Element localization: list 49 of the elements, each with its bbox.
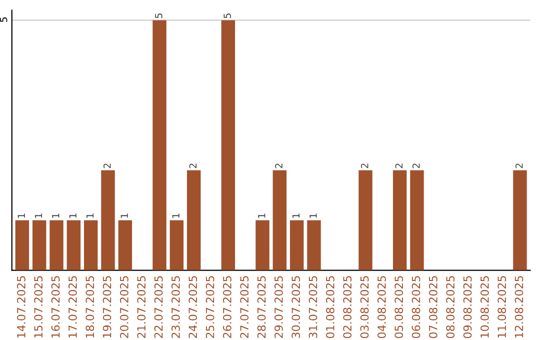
data-label: 1 (86, 214, 94, 218)
x-tick-label: 30.07.2025 (292, 276, 300, 338)
x-tick-label: 04.08.2025 (377, 276, 386, 338)
data-label: 1 (34, 214, 42, 218)
x-tick-label: 22.07.2025 (154, 276, 163, 338)
x-tick-label: 05.08.2025 (394, 276, 404, 338)
data-label: 1 (18, 214, 25, 218)
x-tick-label: 11.08.2025 (498, 276, 506, 338)
data-label: 1 (172, 214, 180, 218)
data-label: 2 (395, 164, 403, 168)
x-tick-label: 23.07.2025 (171, 276, 180, 338)
data-label: 1 (52, 214, 60, 218)
data-label: 2 (189, 164, 197, 168)
data-label: 2 (103, 164, 111, 168)
x-tick-label: 26.07.2025 (222, 276, 232, 338)
x-tick-label: 18.07.2025 (86, 276, 94, 338)
data-label: 2 (515, 164, 523, 168)
x-tick-label: 03.08.2025 (360, 276, 369, 338)
data-label: 5 (224, 13, 231, 18)
x-tick-label: 17.07.2025 (68, 276, 77, 338)
data-label: 1 (292, 214, 300, 218)
x-tick-label: 28.07.2025 (257, 276, 266, 338)
x-tick-label: 20.07.2025 (120, 276, 128, 338)
data-label: 5 (155, 13, 162, 18)
x-tick-label: 25.07.2025 (206, 276, 214, 338)
x-tick-label: 14.07.2025 (17, 276, 26, 338)
data-label: 2 (275, 164, 282, 168)
x-tick-label: 31.07.2025 (308, 276, 318, 338)
data-label: 2 (360, 164, 368, 168)
data-label: 1 (120, 214, 128, 218)
x-tick-label: 27.07.2025 (240, 276, 249, 338)
x-tick-label: 07.08.2025 (428, 276, 438, 338)
x-tick-label: 06.08.2025 (412, 276, 420, 338)
x-tick-label: 16.07.2025 (51, 276, 60, 338)
data-label: 1 (69, 214, 76, 218)
data-label: 2 (412, 164, 420, 168)
x-tick-label: 08.08.2025 (446, 276, 455, 338)
data-label: 1 (258, 214, 266, 218)
x-tick-label: 19.07.2025 (102, 276, 112, 338)
x-tick-label: 29.07.2025 (274, 276, 283, 338)
x-tick-label: 24.07.2025 (188, 276, 198, 338)
x-tick-label: 10.08.2025 (480, 276, 489, 338)
x-tick-label: 09.08.2025 (463, 276, 472, 338)
data-label: 1 (310, 214, 317, 218)
x-tick-label: 02.08.2025 (343, 276, 352, 338)
x-tick-label: 21.07.2025 (137, 276, 146, 338)
x-tick-label: 12.08.2025 (514, 276, 524, 338)
x-tick-label: 01.08.2025 (326, 276, 334, 338)
x-tick-label: 15.07.2025 (34, 276, 43, 338)
